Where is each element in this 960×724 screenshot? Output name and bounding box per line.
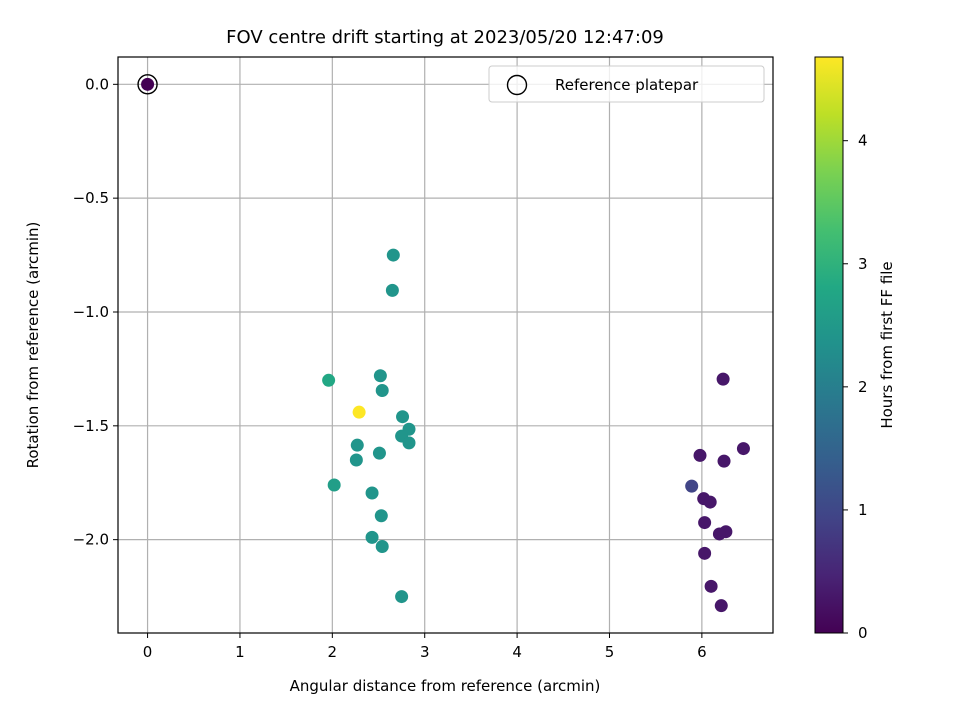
colorbar-tick-label: 3 xyxy=(858,255,868,273)
legend: Reference platepar xyxy=(488,65,765,103)
x-tick-label: 0 xyxy=(143,643,153,661)
data-point xyxy=(712,527,726,541)
legend-label: Reference platepar xyxy=(555,76,699,94)
x-axis-label: Angular distance from reference (arcmin) xyxy=(290,677,601,695)
data-point xyxy=(714,599,728,613)
chart-title: FOV centre drift starting at 2023/05/20 … xyxy=(226,27,664,48)
reference-point xyxy=(141,77,155,91)
data-point xyxy=(373,369,387,383)
y-tick-label: −1.0 xyxy=(73,303,109,321)
data-point xyxy=(386,248,400,262)
x-tick-label: 1 xyxy=(235,643,245,661)
data-point xyxy=(698,546,712,560)
colorbar-ticks: 0 1 2 3 4 xyxy=(843,132,868,642)
data-point xyxy=(396,410,410,424)
colorbar-tick-label: 2 xyxy=(858,378,868,396)
data-point xyxy=(385,283,399,297)
colorbar-label: Hours from first FF file xyxy=(878,261,896,428)
y-tick-label: −0.5 xyxy=(73,189,109,207)
x-axis-ticks: 0 1 2 3 4 5 6 xyxy=(143,633,707,661)
data-point xyxy=(375,384,389,398)
data-point xyxy=(704,579,718,593)
data-point xyxy=(350,438,364,452)
grid xyxy=(118,57,773,633)
data-point xyxy=(716,372,730,386)
x-tick-label: 2 xyxy=(328,643,338,661)
data-point xyxy=(693,448,707,462)
data-point xyxy=(365,530,379,544)
x-tick-label: 3 xyxy=(420,643,430,661)
data-point xyxy=(375,539,389,553)
data-point xyxy=(395,590,409,604)
plot-frame xyxy=(117,56,774,634)
data-point xyxy=(736,442,750,456)
data-point xyxy=(349,453,363,467)
x-tick-label: 6 xyxy=(697,643,707,661)
data-point xyxy=(402,436,416,450)
colorbar: 0 1 2 3 4 Hours from first FF file xyxy=(814,56,896,642)
x-tick-label: 5 xyxy=(605,643,615,661)
colorbar-tick-label: 4 xyxy=(858,132,868,150)
data-point xyxy=(717,454,731,468)
data-point xyxy=(698,516,712,530)
reference-marker xyxy=(137,74,158,95)
data-point xyxy=(327,478,341,492)
colorbar-tick-label: 1 xyxy=(858,501,868,519)
legend-marker xyxy=(506,74,528,96)
y-tick-label: −1.5 xyxy=(73,417,109,435)
data-point xyxy=(372,446,386,460)
y-tick-label: 0.0 xyxy=(85,75,109,93)
colorbar-gradient xyxy=(814,56,844,634)
data-point xyxy=(685,479,699,493)
legend-box xyxy=(488,65,765,103)
data-point xyxy=(365,486,379,500)
colorbar-tick-label: 0 xyxy=(858,624,868,642)
data-point xyxy=(322,373,336,387)
y-tick-label: −2.0 xyxy=(73,531,109,549)
y-axis-label: Rotation from reference (arcmin) xyxy=(24,222,42,469)
data-point xyxy=(352,405,366,419)
data-point xyxy=(374,509,388,523)
y-axis-ticks: 0.0 −0.5 −1.0 −1.5 −2.0 xyxy=(73,75,118,549)
data-point xyxy=(703,495,717,509)
scatter-points xyxy=(137,74,750,613)
x-tick-label: 4 xyxy=(512,643,522,661)
